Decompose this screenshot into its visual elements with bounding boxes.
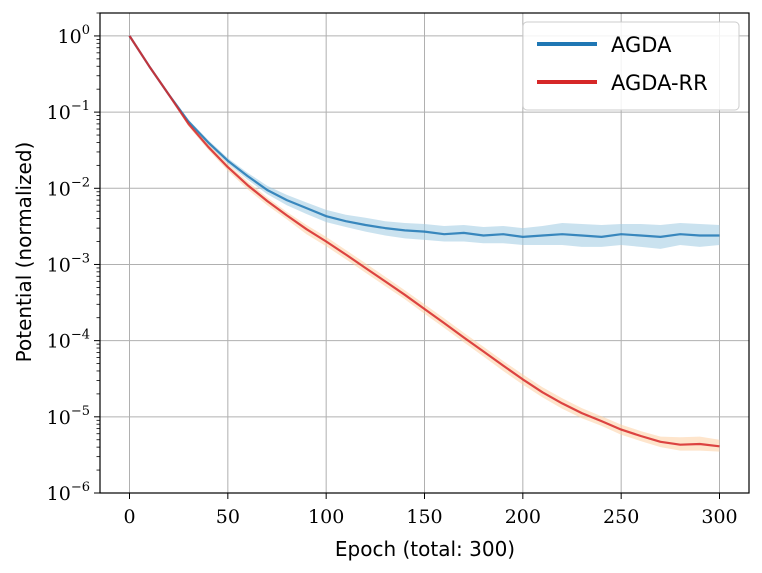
x-tick-label: 0 [123, 506, 135, 528]
y-axis-label: Potential (normalized) [12, 142, 36, 363]
x-tick-label: 300 [701, 506, 737, 528]
y-tick-exponent: −1 [71, 99, 90, 114]
y-tick-exponent: −2 [71, 175, 90, 190]
y-tick-label: 10−3 [47, 251, 90, 276]
y-tick-exponent: −4 [71, 328, 90, 343]
y-tick-base: 10 [47, 407, 71, 429]
y-tick-base: 10 [47, 254, 71, 276]
legend: AGDA AGDA-RR [522, 21, 740, 111]
x-axis-ticks: 0 50 100 150 200 250 300 [123, 493, 738, 528]
y-tick-exponent: −5 [71, 404, 90, 419]
y-tick-label: 10−1 [47, 99, 90, 124]
y-tick-label: 10−2 [47, 175, 90, 200]
legend-label: AGDA [611, 33, 672, 57]
x-tick-label: 50 [216, 506, 240, 528]
line-agda-rr [128, 35, 720, 448]
y-tick-label: 10−4 [47, 328, 90, 353]
series-lines [128, 35, 720, 448]
x-tick-label: 150 [406, 506, 442, 528]
legend-label: AGDA-RR [611, 71, 708, 95]
y-tick-label: 100 [58, 23, 90, 48]
y-tick-label: 10−5 [47, 404, 90, 429]
y-tick-exponent: −3 [71, 251, 90, 266]
y-tick-exponent: −6 [71, 480, 90, 495]
x-axis-label: Epoch (total: 300) [335, 537, 515, 561]
y-tick-base: 10 [47, 102, 71, 124]
y-tick-label: 10−6 [47, 480, 90, 505]
x-tick-label: 100 [308, 506, 344, 528]
y-tick-base: 10 [58, 26, 82, 48]
y-tick-base: 10 [47, 483, 71, 505]
x-tick-label: 250 [603, 506, 639, 528]
x-tick-label: 200 [505, 506, 541, 528]
y-tick-base: 10 [47, 331, 71, 353]
y-tick-exponent: 0 [82, 23, 90, 38]
line-agda [128, 35, 720, 238]
y-tick-base: 10 [47, 178, 71, 200]
